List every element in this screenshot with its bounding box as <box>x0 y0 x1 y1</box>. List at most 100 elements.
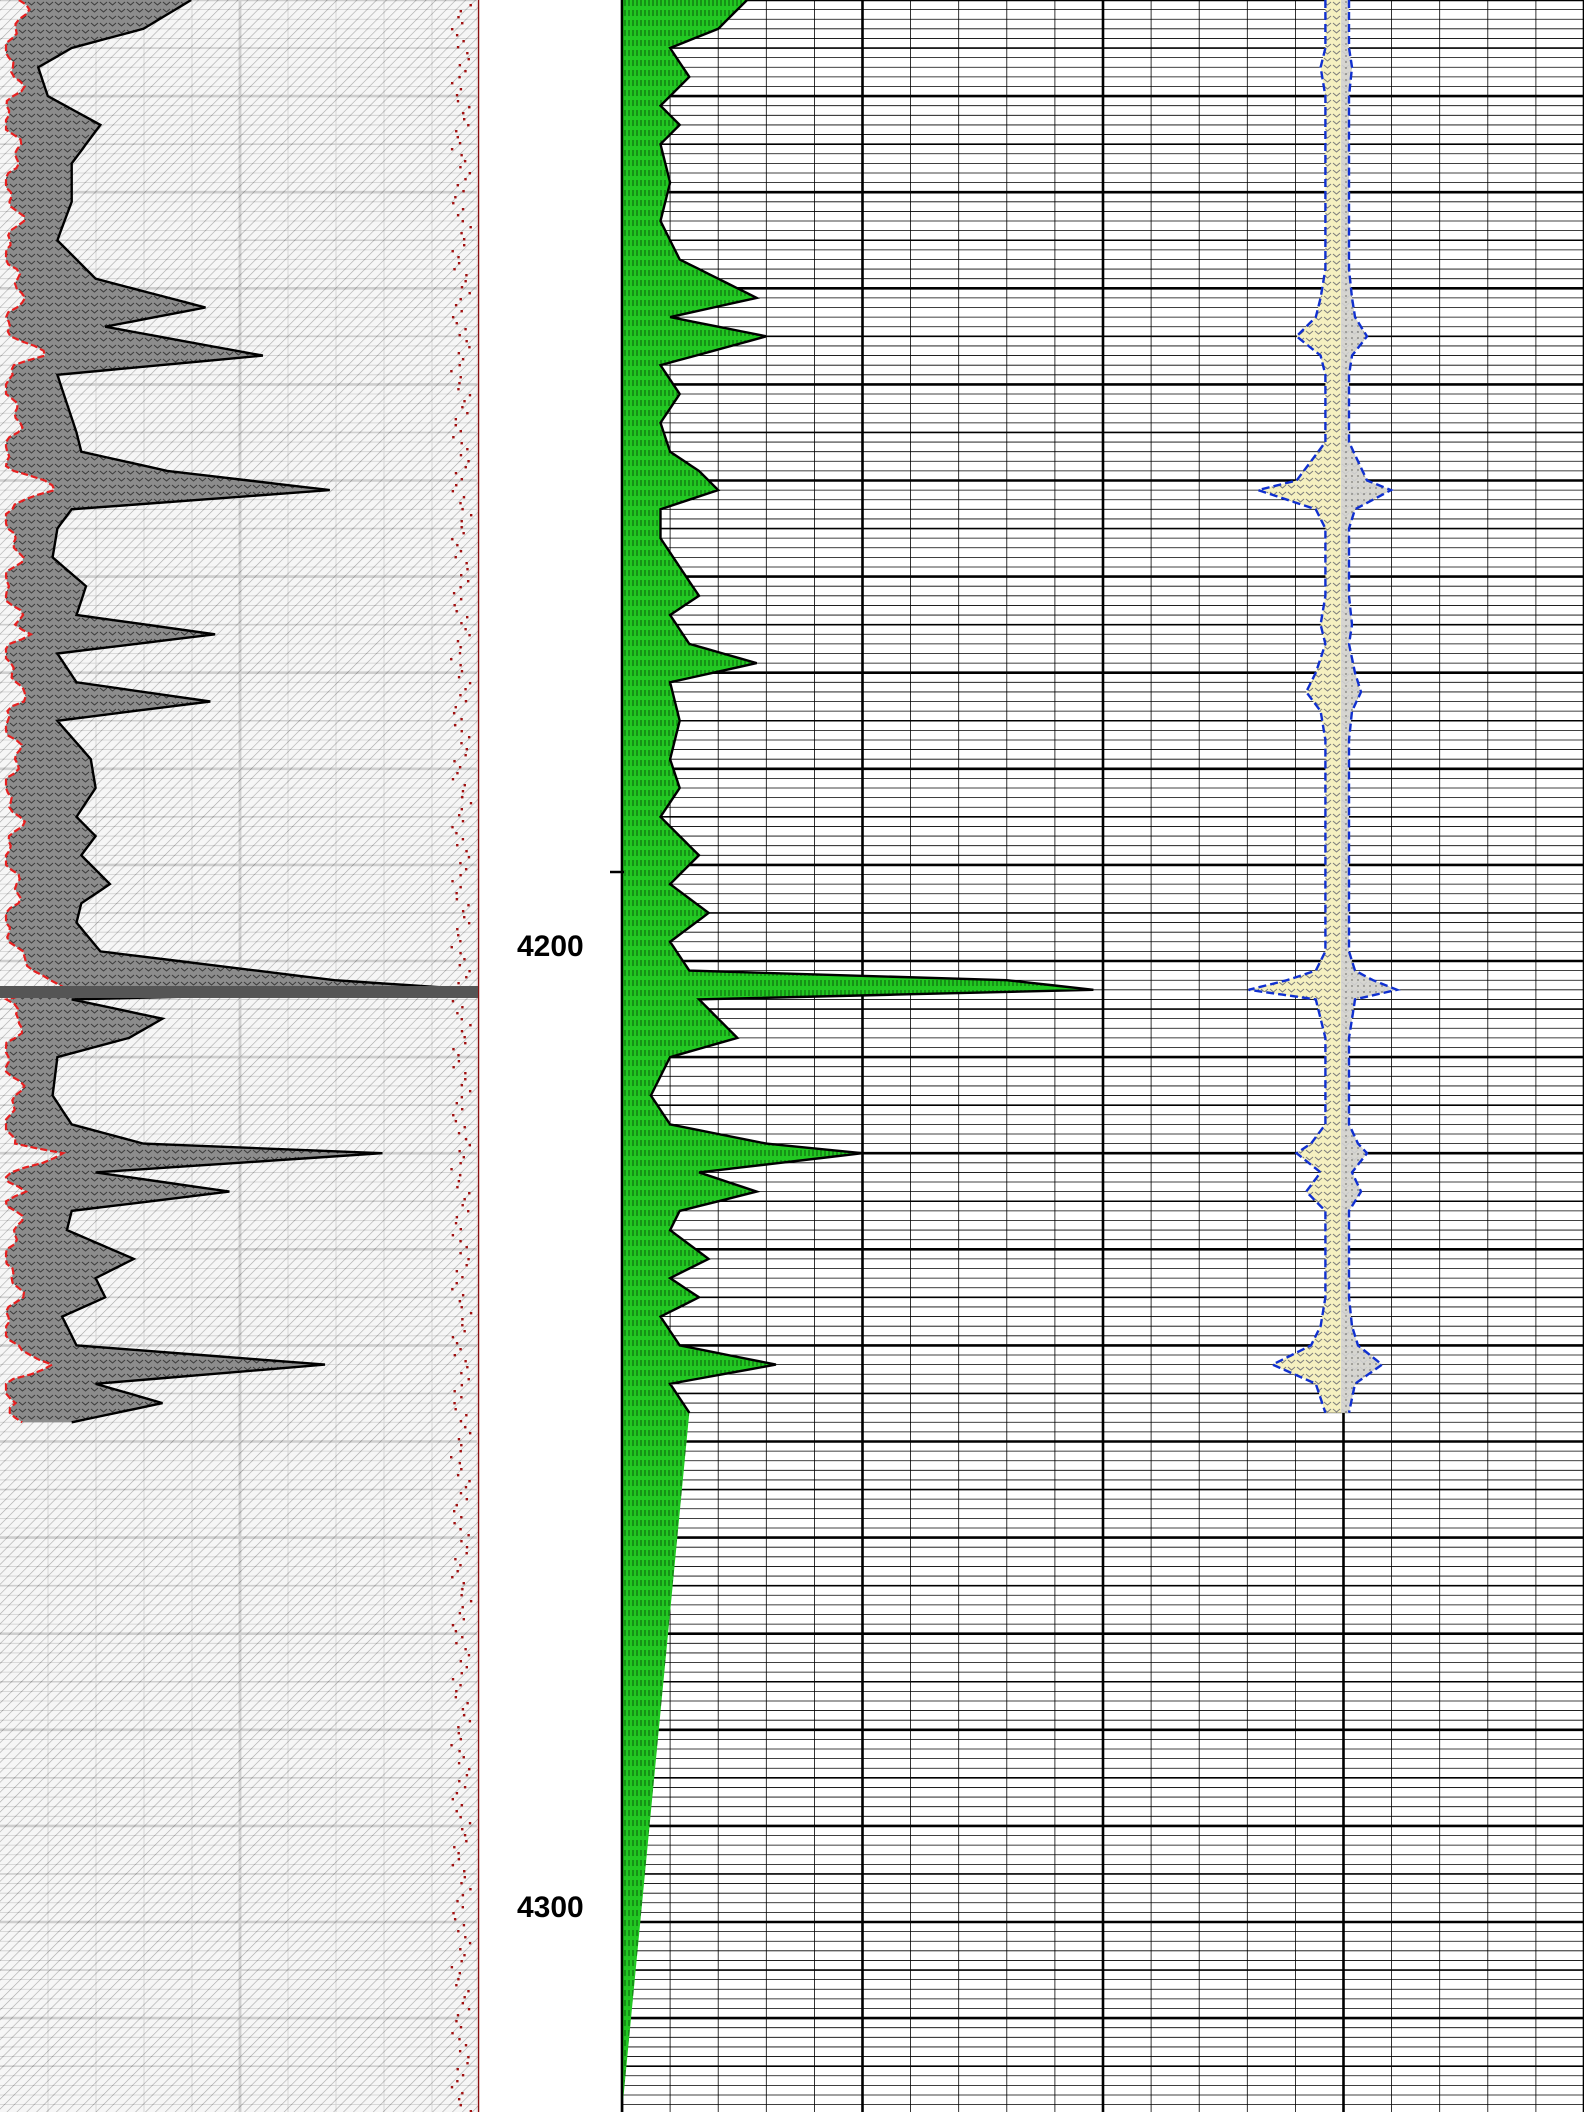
track1-dotted-point <box>456 1474 460 1477</box>
track1-dotted-point <box>451 2032 454 2035</box>
track1-dotted-point <box>460 1672 463 1675</box>
track1-dotted-point <box>450 370 453 373</box>
track1-dotted-point <box>451 490 455 493</box>
track1-dotted-point <box>463 1954 466 1957</box>
track1-dotted-point <box>450 28 454 31</box>
track1-dotted-point <box>463 1330 466 1333</box>
track1-dotted-point <box>461 1006 464 1009</box>
track1-dotted-point <box>455 1342 459 1345</box>
track1-dotted-point <box>464 2044 468 2047</box>
track1-dotted-point <box>466 580 470 583</box>
track1-dotted-point <box>461 2002 465 2005</box>
track1-dotted-point <box>462 532 465 535</box>
track1-dotted-point <box>454 556 457 559</box>
track1-dotted-point <box>457 1438 461 1441</box>
track1-dotted-point <box>455 94 459 97</box>
track1-dotted-point <box>468 1432 472 1435</box>
track1-dotted-point <box>455 892 458 895</box>
track1-dotted-point <box>457 676 461 679</box>
track1-dotted-point <box>451 778 455 781</box>
track1-dotted-point <box>460 718 463 721</box>
track1-dotted-point <box>463 916 466 919</box>
track1-dotted-point <box>468 634 471 637</box>
track3-gray-fill <box>1341 0 1397 1413</box>
track3-left-curve <box>1248 0 1327 1414</box>
track1-dotted-point <box>458 1972 462 1975</box>
depth-label-4300: 4300 <box>517 1891 584 1924</box>
track1-dotted-point <box>455 832 458 835</box>
track1-dotted-point <box>460 808 464 811</box>
track1-dotted-point <box>457 2098 461 2101</box>
track1-dotted-point <box>469 1024 472 1027</box>
track1-dotted-point <box>453 724 457 727</box>
track1-dotted-point <box>462 190 465 193</box>
track1-dotted-point <box>467 1654 471 1657</box>
track1-dotted-point <box>464 1078 467 1081</box>
track1-dotted-point <box>467 124 470 127</box>
track1-dotted-point <box>462 1618 466 1621</box>
track1-dotted-point <box>460 1096 464 1099</box>
track1-dotted-point <box>459 1420 463 1423</box>
track1-dotted-point <box>459 1528 462 1531</box>
track1-dotted-point <box>455 1984 458 1987</box>
track1-dotted-point <box>462 112 465 115</box>
track1-dotted-point <box>459 2026 463 2029</box>
track1-dotted-point <box>468 394 472 397</box>
track1-dotted-point <box>457 1978 460 1981</box>
track1-dotted-point <box>459 1738 463 1741</box>
track1-dotted-point <box>457 1132 461 1135</box>
track1-dotted-point <box>456 2014 460 2017</box>
track1-dotted-point <box>460 1084 464 1087</box>
track1-dotted-point <box>459 862 462 865</box>
track1-dotted-point <box>457 352 461 355</box>
track1-dotted-point <box>454 706 457 709</box>
track1-dotted-point <box>466 448 469 451</box>
track1-dotted-point <box>455 1504 458 1507</box>
track1-dotted-point <box>468 346 471 349</box>
track1-dotted-point <box>459 1684 462 1687</box>
track1-dotted-point <box>450 1744 453 1747</box>
track1-dotted-point <box>466 1702 469 1705</box>
track1-dotted-point <box>459 874 462 877</box>
track1-dotted-point <box>454 304 458 307</box>
track1-dotted-point <box>468 1192 471 1195</box>
track1-dotted-point <box>452 1510 456 1513</box>
track1-dotted-point <box>463 160 467 163</box>
track1-dotted-point <box>463 1786 467 1789</box>
track1-dotted-point <box>456 214 460 217</box>
track1-dotted-point <box>459 1816 462 1819</box>
track1-dotted-point <box>466 52 469 55</box>
track1-dotted-point <box>460 670 464 673</box>
track1-dotted-point <box>462 496 466 499</box>
track1-dotted-point <box>468 1720 472 1723</box>
track1-dotted-point <box>469 1600 473 1603</box>
track1-dotted-point <box>459 694 462 697</box>
track1-dotted-point <box>452 1114 455 1117</box>
track1-dotted-point <box>457 1852 460 1855</box>
track1-dotted-point <box>455 322 458 325</box>
track1-dotted-point <box>457 16 460 19</box>
track1-dotted-point <box>458 964 462 967</box>
track1-dotted-point <box>455 610 458 613</box>
track1-dotted-point <box>461 1906 465 1909</box>
track1-dotted-point <box>457 262 461 265</box>
track1-dotted-point <box>469 514 473 517</box>
track1-dotted-point <box>460 1882 463 1885</box>
track1-dotted-point <box>451 1624 455 1627</box>
track1-dotted-point <box>461 910 465 913</box>
track1-dotted-point <box>461 1606 464 1609</box>
track1-dotted-point <box>467 1990 470 1993</box>
track1-dotted-point <box>469 802 473 805</box>
track1-dotted-point <box>460 526 463 529</box>
track1-dotted-point <box>460 1960 463 1963</box>
track1-dotted-point <box>458 1300 462 1303</box>
track1-dotted-point <box>458 1750 461 1753</box>
track1-dotted-point <box>457 1726 460 1729</box>
track1-dotted-point <box>468 1768 471 1771</box>
track1-curve <box>36 0 478 1424</box>
track1-dotted-point <box>464 1072 467 1075</box>
track1-dotted-point <box>458 1150 461 1153</box>
track1-dotted-point <box>463 1876 467 1879</box>
track1-dotted-point <box>456 928 459 931</box>
track1-dotted-point <box>459 940 462 943</box>
